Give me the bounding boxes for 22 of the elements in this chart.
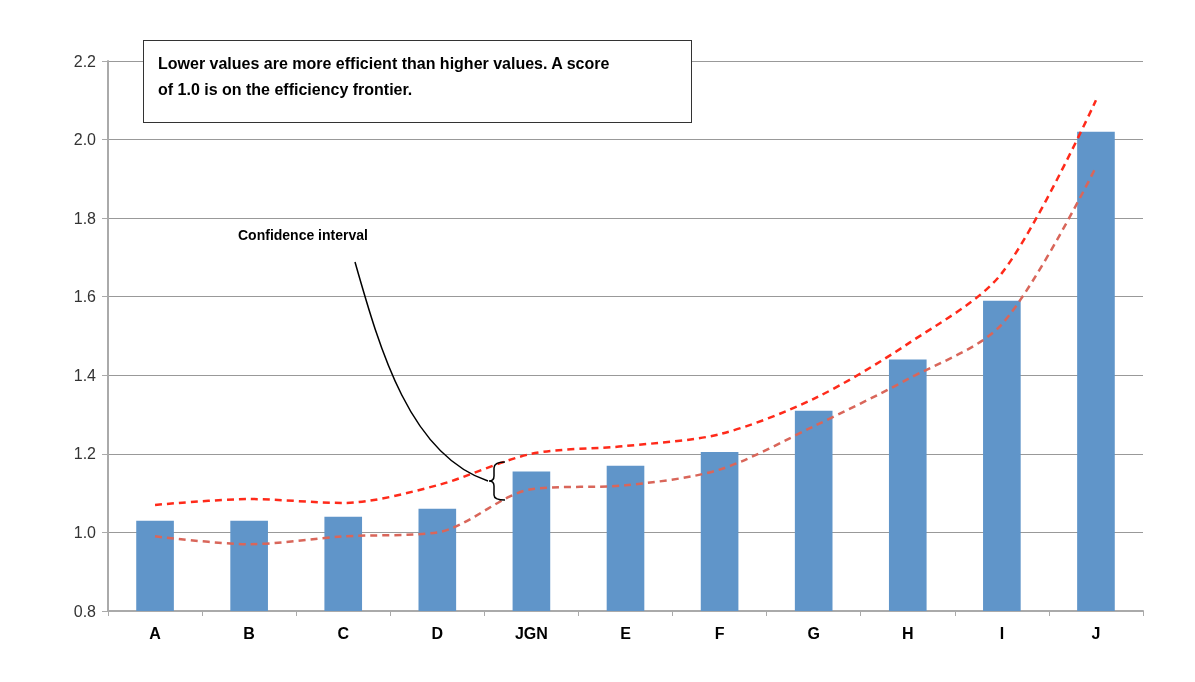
- y-tick-label: 0.8: [73, 602, 97, 620]
- x-tick-label: D: [431, 624, 444, 642]
- y-tick-label: 1.4: [73, 366, 97, 384]
- x-tick-label: C: [337, 624, 350, 642]
- x-tick-label: E: [620, 624, 632, 642]
- y-tick-label: 1.8: [73, 209, 97, 227]
- x-tick-label: J: [1091, 624, 1101, 642]
- y-tick-label: 2.2: [73, 52, 97, 70]
- y-tick-label: 1.0: [73, 523, 97, 541]
- line-series: [153, 99, 1098, 507]
- x-tick-label: B: [243, 624, 255, 642]
- y-tick-label: 1.2: [73, 445, 97, 463]
- x-tick-label: F: [714, 624, 725, 642]
- x-tick-label: JGN: [514, 624, 548, 642]
- x-tick-label: G: [807, 624, 820, 642]
- x-tick-label: H: [901, 624, 914, 642]
- y-tick-label: 1.6: [73, 288, 97, 306]
- annotation: Confidence interval: [238, 227, 368, 243]
- y-tick-label: 2.0: [73, 131, 97, 149]
- x-tick-label: A: [149, 624, 162, 642]
- text-box: Lower values are more efficient than higher values. A score of 1.0 is on the efficiency frontier.: [143, 40, 692, 123]
- x-tick-label: I: [999, 624, 1005, 642]
